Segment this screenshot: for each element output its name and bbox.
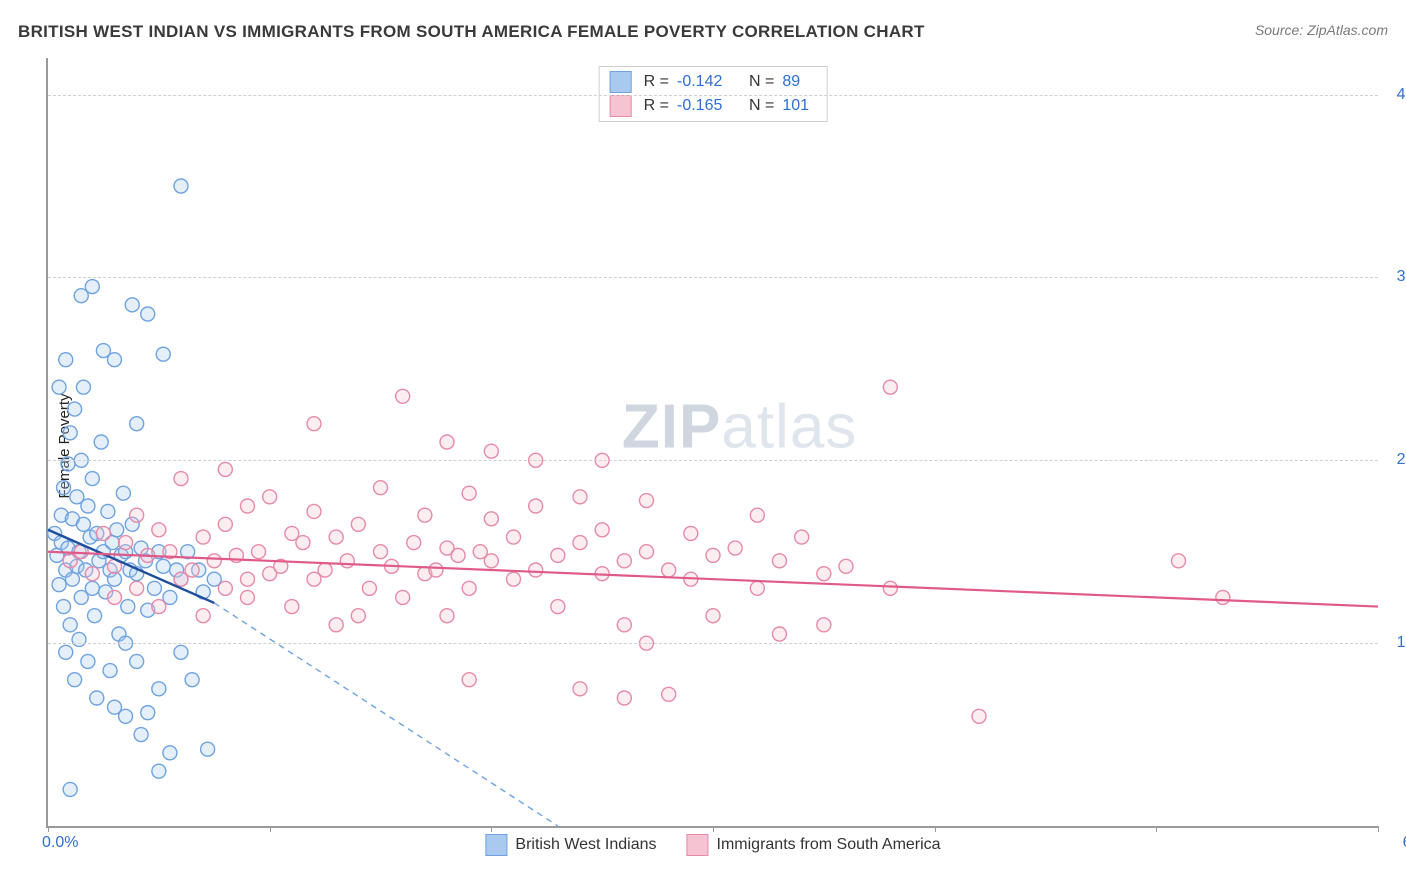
x-tick xyxy=(935,826,936,832)
x-tick-start: 0.0% xyxy=(42,834,78,852)
gridline-h xyxy=(48,95,1378,96)
x-tick-end: 60.0% xyxy=(1403,834,1406,852)
x-tick xyxy=(1156,826,1157,832)
chart-title: BRITISH WEST INDIAN VS IMMIGRANTS FROM S… xyxy=(18,22,925,42)
y-tick-label: 40.0% xyxy=(1384,86,1406,104)
x-tick xyxy=(1378,826,1379,832)
gridline-h xyxy=(48,643,1378,644)
legend-item-sa: Immigrants from South America xyxy=(687,834,941,856)
n-value-sa: 101 xyxy=(782,97,816,115)
y-tick-label: 10.0% xyxy=(1384,634,1406,652)
x-tick xyxy=(270,826,271,832)
swatch-bwi xyxy=(485,834,507,856)
y-tick-label: 30.0% xyxy=(1384,268,1406,286)
legend-item-bwi: British West Indians xyxy=(485,834,656,856)
series-legend: British West Indians Immigrants from Sou… xyxy=(485,834,940,856)
r-value-bwi: -0.142 xyxy=(677,73,733,91)
r-label: R = xyxy=(644,97,669,115)
r-value-sa: -0.165 xyxy=(677,97,733,115)
correlation-row-bwi: R = -0.142 N = 89 xyxy=(610,71,817,93)
x-tick xyxy=(713,826,714,832)
correlation-row-sa: R = -0.165 N = 101 xyxy=(610,95,817,117)
source-attribution: Source: ZipAtlas.com xyxy=(1255,22,1388,38)
n-label: N = xyxy=(749,97,774,115)
legend-label-bwi: British West Indians xyxy=(515,836,656,854)
y-tick-label: 20.0% xyxy=(1384,451,1406,469)
n-label: N = xyxy=(749,73,774,91)
swatch-sa xyxy=(687,834,709,856)
gridline-h xyxy=(48,277,1378,278)
gridline-h xyxy=(48,460,1378,461)
swatch-sa xyxy=(610,95,632,117)
n-value-bwi: 89 xyxy=(782,73,816,91)
r-label: R = xyxy=(644,73,669,91)
plot-area: ZIPatlas R = -0.142 N = 89 R = -0.165 N … xyxy=(46,58,1378,828)
x-tick xyxy=(491,826,492,832)
scatter-svg xyxy=(48,58,1378,826)
legend-label-sa: Immigrants from South America xyxy=(717,836,941,854)
plot-frame: ZIPatlas R = -0.142 N = 89 R = -0.165 N … xyxy=(46,58,1378,828)
swatch-bwi xyxy=(610,71,632,93)
x-tick xyxy=(48,826,49,832)
